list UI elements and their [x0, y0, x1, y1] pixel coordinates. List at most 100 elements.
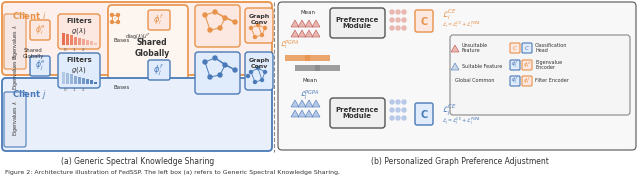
Text: Preference
Module: Preference Module — [335, 17, 379, 29]
Text: $\phi_i^f$: $\phi_i^f$ — [154, 12, 164, 27]
Text: $\mathcal{L}_i^{PGPA}$: $\mathcal{L}_i^{PGPA}$ — [280, 39, 300, 52]
Circle shape — [257, 66, 259, 69]
Text: Filter Encoder: Filter Encoder — [535, 79, 569, 83]
Circle shape — [253, 35, 257, 38]
Polygon shape — [298, 20, 306, 27]
Polygon shape — [305, 30, 313, 37]
Circle shape — [208, 75, 212, 79]
FancyBboxPatch shape — [148, 10, 170, 30]
Polygon shape — [312, 30, 320, 37]
Circle shape — [396, 116, 400, 120]
Circle shape — [223, 16, 227, 20]
Circle shape — [223, 63, 227, 67]
Text: 1: 1 — [73, 88, 76, 92]
Bar — [90, 41, 93, 45]
Text: $\mathbf{C}$: $\mathbf{C}$ — [420, 108, 428, 120]
Circle shape — [396, 108, 400, 112]
Circle shape — [390, 108, 394, 112]
Circle shape — [402, 18, 406, 22]
Text: Eigenvalues $\lambda$: Eigenvalues $\lambda$ — [10, 54, 19, 90]
Bar — [295, 65, 320, 71]
Text: $C$: $C$ — [524, 44, 530, 52]
Text: 2: 2 — [82, 48, 84, 52]
Bar — [74, 76, 77, 84]
Bar — [66, 34, 69, 45]
Text: Shared
Globally: Shared Globally — [134, 38, 170, 58]
FancyBboxPatch shape — [30, 20, 50, 40]
Circle shape — [203, 13, 207, 17]
Bar — [62, 72, 65, 84]
Text: 0: 0 — [64, 48, 67, 52]
Text: 0: 0 — [64, 88, 67, 92]
Polygon shape — [298, 110, 306, 117]
Text: $g(\lambda)$: $g(\lambda)$ — [71, 65, 87, 75]
Text: $\phi_i^f$: $\phi_i^f$ — [523, 76, 531, 86]
Circle shape — [264, 27, 266, 29]
Text: 2: 2 — [82, 88, 84, 92]
Bar — [86, 79, 89, 84]
FancyBboxPatch shape — [30, 56, 50, 76]
Bar — [70, 35, 73, 45]
FancyBboxPatch shape — [58, 14, 100, 49]
FancyBboxPatch shape — [510, 76, 520, 86]
Circle shape — [218, 26, 222, 30]
Text: Graph
Conv: Graph Conv — [248, 14, 269, 25]
Polygon shape — [312, 100, 320, 107]
Circle shape — [390, 26, 394, 30]
Text: $\mathcal{L}_j = \mathcal{L}_j^{CE} + \mathcal{L}_j^{PGPA}$: $\mathcal{L}_j = \mathcal{L}_j^{CE} + \m… — [442, 116, 481, 128]
Circle shape — [402, 26, 406, 30]
Bar — [90, 80, 93, 84]
Bar — [94, 43, 97, 45]
Text: $\text{diag}(\lambda)U^T$: $\text{diag}(\lambda)U^T$ — [125, 32, 151, 42]
Text: Graph
Conv: Graph Conv — [248, 58, 269, 69]
Text: $C$: $C$ — [512, 44, 518, 52]
Polygon shape — [298, 30, 306, 37]
FancyBboxPatch shape — [2, 2, 272, 75]
Text: Preference
Module: Preference Module — [335, 106, 379, 120]
Circle shape — [233, 20, 237, 24]
Text: (a) Generic Spectral Knowledge Sharing: (a) Generic Spectral Knowledge Sharing — [61, 157, 214, 166]
Circle shape — [396, 10, 400, 14]
Polygon shape — [305, 110, 313, 117]
Bar — [315, 65, 340, 71]
FancyBboxPatch shape — [2, 78, 272, 151]
Text: Filters: Filters — [66, 18, 92, 24]
Text: $\mathcal{L}_j^{PGPA}$: $\mathcal{L}_j^{PGPA}$ — [300, 88, 320, 103]
FancyBboxPatch shape — [108, 5, 188, 93]
Polygon shape — [451, 63, 459, 70]
Circle shape — [390, 100, 394, 104]
Text: $\mathcal{L}_i^{CE}$: $\mathcal{L}_i^{CE}$ — [442, 8, 456, 22]
Circle shape — [390, 10, 394, 14]
Circle shape — [208, 28, 212, 32]
Circle shape — [116, 13, 120, 17]
Polygon shape — [305, 20, 313, 27]
Bar — [78, 38, 81, 45]
Circle shape — [213, 10, 217, 14]
Text: Bases: Bases — [114, 85, 130, 90]
Text: Shared
Globally: Shared Globally — [22, 48, 44, 59]
FancyBboxPatch shape — [522, 43, 532, 53]
Text: Classification
Head: Classification Head — [535, 43, 568, 53]
FancyBboxPatch shape — [4, 14, 26, 69]
Text: Eigenvalues $\lambda$: Eigenvalues $\lambda$ — [10, 100, 19, 136]
Text: Mean: Mean — [301, 10, 316, 15]
Polygon shape — [291, 30, 299, 37]
Bar — [82, 39, 85, 45]
Bar — [82, 78, 85, 84]
FancyBboxPatch shape — [245, 8, 273, 43]
FancyBboxPatch shape — [58, 53, 100, 88]
Text: $\mathcal{L}_i = \mathcal{L}_i^{CE} + \mathcal{L}_i^{PGPA}$: $\mathcal{L}_i = \mathcal{L}_i^{CE} + \m… — [442, 20, 481, 30]
Circle shape — [396, 26, 400, 30]
FancyBboxPatch shape — [522, 76, 532, 86]
Circle shape — [246, 74, 250, 77]
Polygon shape — [451, 45, 459, 52]
Circle shape — [203, 60, 207, 64]
Text: $\mathcal{L}_j^{CE}$: $\mathcal{L}_j^{CE}$ — [442, 102, 456, 118]
Circle shape — [116, 20, 120, 24]
Polygon shape — [312, 20, 320, 27]
Polygon shape — [298, 100, 306, 107]
Bar — [62, 33, 65, 45]
Circle shape — [390, 116, 394, 120]
Text: Unsuitable
Feature: Unsuitable Feature — [462, 43, 488, 53]
Bar — [70, 74, 73, 84]
